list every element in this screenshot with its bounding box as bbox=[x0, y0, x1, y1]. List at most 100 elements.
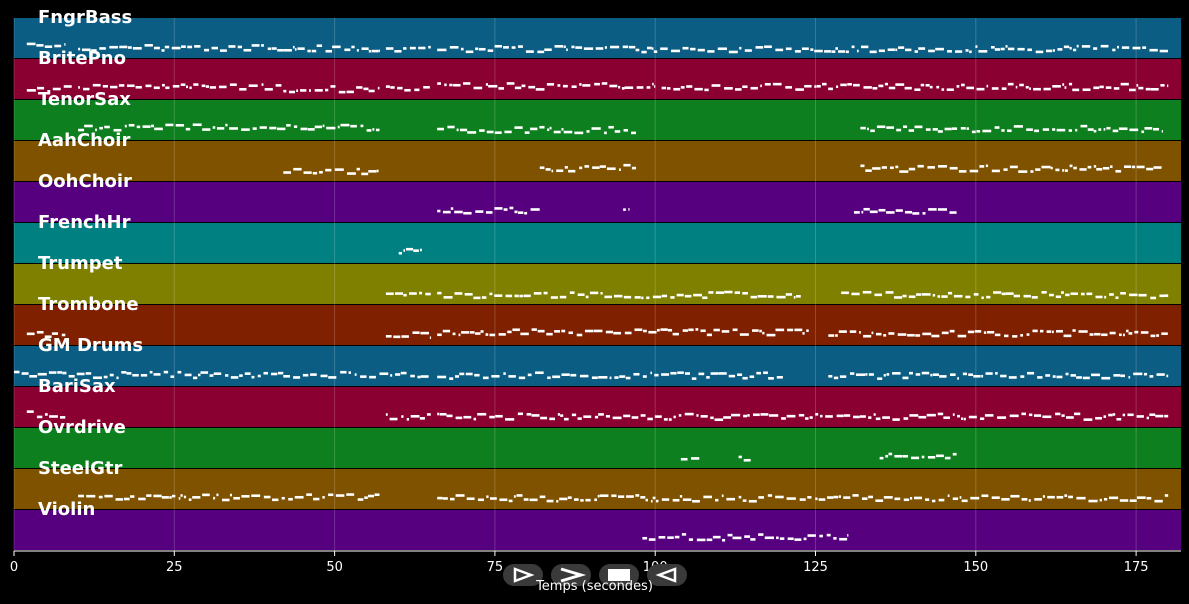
note bbox=[1001, 129, 1005, 132]
note bbox=[704, 88, 709, 92]
note-segment bbox=[661, 82, 1169, 92]
note bbox=[1064, 169, 1068, 172]
note bbox=[437, 291, 442, 295]
note bbox=[36, 86, 45, 90]
track-label: GM Drums bbox=[38, 335, 144, 356]
note bbox=[1133, 372, 1143, 376]
note bbox=[763, 371, 768, 375]
note bbox=[724, 87, 733, 90]
note bbox=[785, 47, 792, 51]
note bbox=[915, 334, 921, 337]
note bbox=[508, 499, 513, 503]
note bbox=[453, 83, 461, 87]
note bbox=[1113, 374, 1121, 377]
note bbox=[1041, 165, 1051, 169]
note bbox=[165, 123, 174, 127]
note bbox=[360, 124, 364, 128]
note-segment bbox=[642, 533, 849, 542]
note bbox=[36, 415, 43, 419]
note bbox=[631, 416, 639, 419]
note bbox=[533, 292, 542, 295]
note bbox=[599, 165, 606, 168]
note bbox=[119, 45, 128, 49]
note bbox=[414, 88, 420, 92]
note bbox=[930, 373, 933, 377]
note bbox=[463, 211, 472, 215]
note bbox=[84, 124, 93, 128]
note bbox=[991, 169, 1000, 173]
note bbox=[521, 84, 526, 88]
note bbox=[494, 207, 503, 210]
note bbox=[921, 371, 930, 375]
stop-button[interactable] bbox=[599, 564, 639, 586]
note bbox=[869, 210, 878, 214]
note bbox=[957, 334, 967, 338]
note bbox=[718, 372, 727, 375]
note bbox=[961, 499, 968, 503]
note bbox=[547, 128, 550, 132]
note bbox=[973, 374, 981, 378]
note bbox=[511, 46, 516, 49]
note bbox=[1015, 85, 1018, 89]
note bbox=[332, 45, 341, 49]
track-label: BritePno bbox=[38, 48, 126, 69]
reverse-button[interactable] bbox=[647, 564, 687, 586]
note bbox=[1153, 166, 1162, 169]
note bbox=[976, 87, 985, 91]
note bbox=[135, 85, 142, 89]
note bbox=[283, 375, 291, 378]
note bbox=[1082, 376, 1090, 380]
note bbox=[843, 414, 851, 417]
note bbox=[707, 50, 715, 53]
stop-icon bbox=[608, 569, 630, 581]
note bbox=[717, 47, 727, 51]
x-tick-label: 50 bbox=[326, 560, 343, 575]
note bbox=[377, 86, 380, 90]
note bbox=[656, 328, 660, 332]
note bbox=[893, 296, 903, 299]
note bbox=[749, 375, 755, 379]
note bbox=[1052, 375, 1056, 378]
note bbox=[895, 209, 903, 212]
note bbox=[670, 371, 677, 375]
note bbox=[619, 375, 626, 378]
note bbox=[1156, 373, 1165, 376]
note bbox=[459, 128, 468, 132]
note bbox=[833, 495, 839, 499]
note bbox=[779, 537, 785, 540]
note bbox=[303, 171, 312, 174]
note bbox=[680, 86, 685, 89]
note bbox=[678, 414, 682, 417]
note bbox=[1004, 334, 1009, 338]
note-segment bbox=[283, 85, 380, 94]
note bbox=[505, 294, 513, 298]
play-button[interactable] bbox=[503, 564, 543, 586]
note bbox=[1112, 413, 1116, 416]
note bbox=[233, 496, 240, 500]
note bbox=[908, 295, 916, 299]
note bbox=[677, 371, 684, 375]
note bbox=[831, 50, 836, 53]
note bbox=[951, 127, 958, 130]
note bbox=[36, 330, 44, 334]
note bbox=[241, 128, 250, 131]
note bbox=[1146, 416, 1150, 420]
note bbox=[92, 376, 102, 380]
note bbox=[463, 415, 472, 419]
note bbox=[153, 494, 162, 498]
note bbox=[1026, 128, 1033, 131]
note bbox=[653, 50, 658, 53]
note bbox=[1078, 330, 1088, 333]
note bbox=[104, 125, 110, 129]
forward-button[interactable] bbox=[551, 564, 591, 586]
note bbox=[614, 130, 621, 133]
note bbox=[1160, 84, 1165, 87]
track-label: BariSax bbox=[38, 376, 116, 397]
note-segment bbox=[623, 208, 630, 211]
note bbox=[368, 494, 375, 498]
note bbox=[98, 495, 103, 499]
note bbox=[851, 45, 855, 49]
note bbox=[708, 291, 714, 294]
note bbox=[205, 85, 210, 88]
note bbox=[272, 498, 279, 502]
